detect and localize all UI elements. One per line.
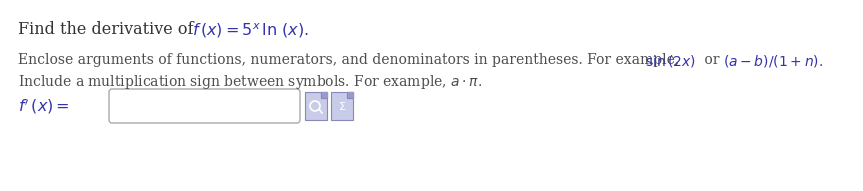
Text: Find the derivative of: Find the derivative of (18, 21, 198, 38)
Text: $f'\,(x) =$: $f'\,(x) =$ (18, 96, 70, 116)
Text: or: or (700, 53, 724, 67)
Text: Include a multiplication sign between symbols. For example, $a \cdot \pi.$: Include a multiplication sign between sy… (18, 73, 482, 91)
FancyBboxPatch shape (109, 89, 300, 123)
Text: Enclose arguments of functions, numerators, and denominators in parentheses. For: Enclose arguments of functions, numerato… (18, 53, 683, 67)
Text: $(a - b)/(1 + n).$: $(a - b)/(1 + n).$ (723, 53, 823, 69)
Text: $\sin{(2x)}$: $\sin{(2x)}$ (645, 53, 696, 69)
Polygon shape (347, 92, 353, 98)
Text: $f\,(x) = 5^{x}\,\ln\,(x).$: $f\,(x) = 5^{x}\,\ln\,(x).$ (192, 21, 309, 40)
FancyBboxPatch shape (305, 92, 327, 120)
FancyBboxPatch shape (331, 92, 353, 120)
Text: $\Sigma$: $\Sigma$ (337, 100, 346, 112)
Polygon shape (321, 92, 327, 98)
